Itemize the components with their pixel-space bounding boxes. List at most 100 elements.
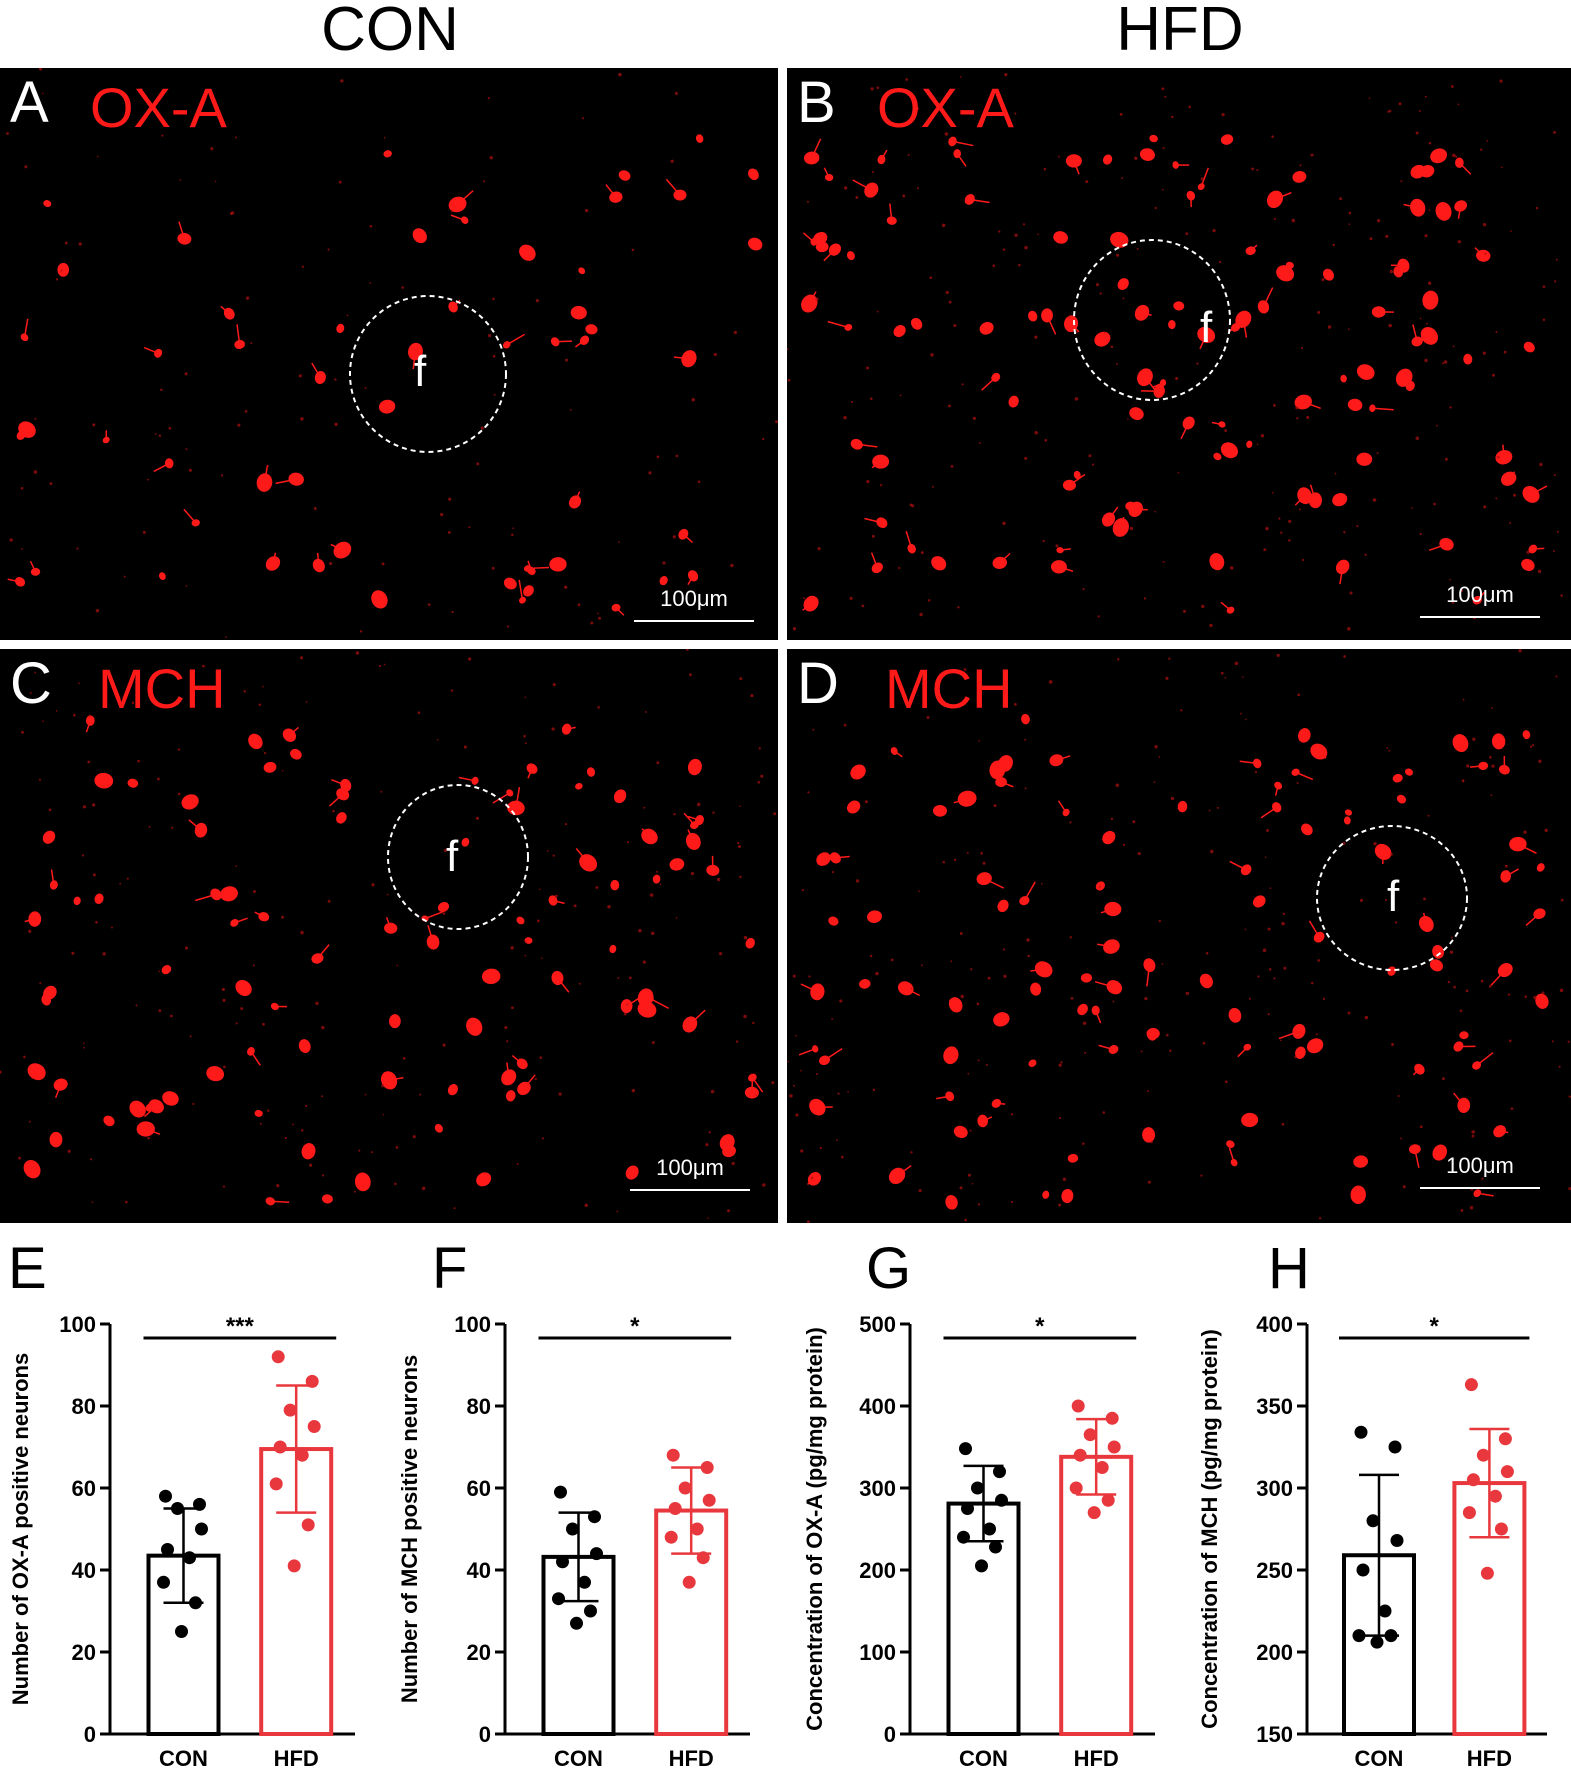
neuron-process: [1453, 1092, 1465, 1106]
stain-speck: [1472, 737, 1476, 741]
neuron-cell: [161, 965, 172, 975]
data-point: [1500, 1465, 1514, 1479]
neuron-cell: [1432, 1144, 1448, 1161]
fornix-label: f: [1200, 303, 1213, 352]
data-point: [1378, 1604, 1392, 1618]
stain-speck: [1161, 188, 1164, 191]
stain-speck: [876, 310, 879, 313]
neuron-cell: [659, 575, 668, 586]
neuron-cell: [1220, 134, 1234, 145]
neuron-cell: [1053, 231, 1068, 244]
neuron-cell: [516, 916, 525, 925]
stain-speck: [675, 454, 679, 458]
stain-speck: [976, 1002, 980, 1006]
stain-speck: [235, 136, 238, 139]
neuron-cell: [389, 1014, 401, 1029]
neuron-cell: [871, 562, 883, 574]
stain-speck: [177, 748, 181, 751]
stain-speck: [1483, 505, 1487, 509]
neuron-process: [50, 869, 55, 886]
stain-speck: [1424, 358, 1428, 363]
stain-speck: [536, 919, 540, 923]
stain-speck: [976, 684, 979, 686]
stain-speck: [1532, 744, 1535, 747]
neuron-cell: [1408, 1144, 1421, 1155]
stain-speck: [262, 1022, 265, 1026]
stain-speck: [966, 851, 969, 854]
stain-speck: [23, 1055, 26, 1059]
stain-speck: [1339, 197, 1343, 201]
stain-speck: [1212, 229, 1216, 233]
stain-speck: [131, 701, 135, 705]
stain-speck: [266, 465, 269, 468]
stain-speck: [82, 805, 87, 809]
stain-speck: [1538, 759, 1542, 764]
neuron-process: [1262, 287, 1274, 308]
significance-label: *: [630, 1313, 640, 1340]
data-point: [975, 1559, 988, 1573]
stain-speck: [618, 541, 620, 543]
neuron-cell: [1308, 492, 1322, 509]
neuron-cell: [503, 577, 517, 590]
neuron-process: [905, 987, 921, 997]
neuron-process: [328, 793, 344, 807]
stain-speck: [1560, 898, 1564, 902]
stain-speck: [1171, 115, 1174, 119]
stain-speck: [1457, 240, 1461, 244]
neuron-cell: [1106, 980, 1123, 995]
stain-speck: [34, 417, 37, 420]
neuron-cell: [336, 812, 347, 824]
bar-chart-f: Number of MCH positive neurons 0 20 40 60 80 1…: [397, 1312, 750, 1771]
stain-speck: [1158, 919, 1162, 923]
neuron-process: [1274, 191, 1292, 201]
neuron-process: [889, 203, 893, 221]
data-point: [159, 1489, 172, 1503]
y-tick-label: 100: [859, 1640, 896, 1665]
stain-speck: [696, 802, 701, 807]
stain-speck: [510, 1006, 514, 1010]
neuron-process: [1372, 407, 1394, 411]
stain-speck: [839, 999, 843, 1003]
neuron-process: [1242, 319, 1248, 338]
neuron-process: [641, 828, 651, 837]
scale-bar-label: 100μm: [1446, 582, 1514, 607]
neuron-cell: [1139, 148, 1155, 161]
stain-speck: [299, 656, 304, 660]
scale-bar: 100μm: [634, 586, 754, 622]
stain-speck: [21, 547, 23, 550]
stain-speck: [383, 663, 386, 666]
stain-speck: [1526, 550, 1530, 554]
stain-speck: [910, 504, 915, 508]
stain-speck: [1529, 745, 1533, 748]
neuron-process: [527, 768, 533, 779]
data-point: [301, 1518, 315, 1532]
data-point: [269, 1477, 283, 1491]
x-tick-label: CON: [554, 1746, 603, 1771]
stain-speck: [321, 1174, 325, 1177]
stain-speck: [1221, 112, 1225, 117]
neuron-cell: [993, 1012, 1010, 1027]
neuron-cell: [1356, 364, 1375, 380]
neuron-process: [388, 1076, 404, 1082]
neuron-cell: [1094, 331, 1111, 347]
stain-speck: [1390, 853, 1393, 856]
stain-speck: [1099, 292, 1102, 295]
y-tick-label: 60: [467, 1476, 491, 1501]
significance-label: *: [1035, 1313, 1045, 1340]
stain-speck: [524, 742, 527, 745]
stain-speck: [762, 437, 765, 441]
neuron-cell: [1103, 154, 1113, 165]
stain-speck: [584, 208, 589, 213]
neuron-cell: [1356, 452, 1373, 466]
stain-speck: [370, 1151, 373, 1154]
neuron-cell: [652, 874, 661, 884]
stain-speck: [39, 982, 42, 985]
stain-speck: [617, 977, 620, 979]
stain-speck: [92, 423, 96, 427]
neuron-cell: [1077, 1003, 1088, 1016]
data-point: [578, 1575, 591, 1589]
neuron-process: [254, 911, 265, 918]
stain-speck: [1466, 764, 1470, 768]
stain-speck: [442, 1043, 446, 1047]
neuron-process: [316, 552, 320, 566]
